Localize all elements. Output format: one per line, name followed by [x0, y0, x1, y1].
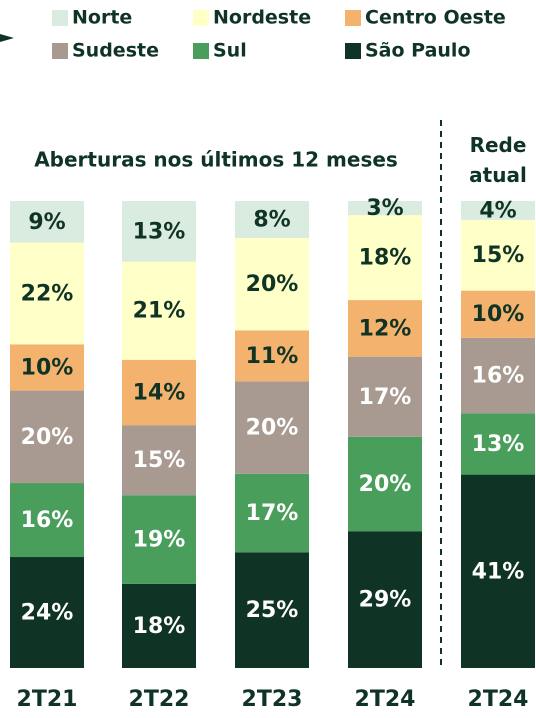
- value-label: 29%: [359, 588, 412, 613]
- value-label: 16%: [472, 364, 525, 389]
- bar-segment: [461, 337, 535, 414]
- annotation: Rede atual: [469, 133, 527, 187]
- value-label: 41%: [472, 559, 525, 584]
- value-label: 18%: [359, 246, 412, 271]
- bar-segment: [10, 557, 84, 668]
- x-tick-label: 2T22: [129, 687, 190, 712]
- bar-segment: [10, 242, 84, 345]
- bar-segment: [348, 201, 422, 216]
- value-label: 18%: [133, 614, 186, 639]
- bar-segment: [235, 330, 309, 382]
- x-tick-label: 2T21: [17, 687, 78, 712]
- value-label: 3%: [366, 196, 403, 221]
- legend-label: São Paulo: [365, 40, 471, 62]
- bar-segment: [10, 390, 84, 484]
- bar-segment: [10, 201, 84, 243]
- value-label: 13%: [472, 432, 525, 457]
- bar-segment: [348, 356, 422, 437]
- legend-label: Norte: [72, 7, 132, 29]
- bar-segment: [10, 483, 84, 558]
- value-label: 8%: [253, 207, 290, 232]
- bar-segment: [461, 201, 535, 220]
- legend-swatch: [345, 10, 361, 26]
- bar-segment: [10, 344, 84, 391]
- bar-segment: [348, 300, 422, 357]
- value-label: 20%: [21, 425, 74, 450]
- value-label: 25%: [246, 598, 299, 623]
- bar-segment: [122, 583, 196, 668]
- x-tick-label: 2T23: [242, 687, 303, 712]
- bar-segment: [122, 201, 196, 262]
- legend-label: Sul: [213, 40, 247, 62]
- legend-swatch: [193, 43, 209, 59]
- value-label: 4%: [479, 198, 516, 223]
- bar-segment: [348, 531, 422, 668]
- value-label: 16%: [21, 508, 74, 533]
- bar-segment: [235, 381, 309, 474]
- legend-swatch: [345, 43, 361, 59]
- bar-segment: [122, 495, 196, 584]
- legend-swatch: [52, 10, 68, 26]
- value-label: 12%: [359, 316, 412, 341]
- value-label: 13%: [133, 219, 186, 244]
- annotation: Aberturas nos últimos 12 meses: [34, 148, 398, 172]
- legend-swatch: [52, 43, 68, 59]
- value-label: 22%: [21, 281, 74, 306]
- value-label: 20%: [246, 416, 299, 441]
- bar-segment: [348, 215, 422, 301]
- value-label: 14%: [133, 380, 186, 405]
- value-label: 10%: [472, 302, 525, 327]
- bar-segment: [235, 237, 309, 331]
- value-label: 20%: [246, 272, 299, 297]
- bar-segment: [235, 201, 309, 238]
- bar-segment: [235, 552, 309, 668]
- bar-segment: [348, 436, 422, 532]
- bar-segment: [461, 413, 535, 475]
- value-label: 15%: [472, 243, 525, 268]
- legend-label: Sudeste: [72, 40, 159, 62]
- value-label: 19%: [133, 528, 186, 553]
- bar-segment: [122, 425, 196, 496]
- legend-label: Centro Oeste: [365, 7, 506, 29]
- bar-segment: [122, 261, 196, 360]
- value-label: 11%: [246, 344, 299, 369]
- bar-segment: [235, 473, 309, 553]
- value-label: 10%: [21, 355, 74, 380]
- value-label: 15%: [133, 448, 186, 473]
- bar-segment: [461, 290, 535, 338]
- value-label: 17%: [246, 501, 299, 526]
- bar-segment: [461, 474, 535, 668]
- legend-swatch: [193, 10, 209, 26]
- value-label: 9%: [28, 210, 65, 235]
- x-tick-label: 2T24: [355, 687, 416, 712]
- legend-label: Nordeste: [213, 7, 311, 29]
- value-label: 21%: [133, 299, 186, 324]
- bar-segment: [461, 219, 535, 291]
- value-label: 20%: [359, 472, 412, 497]
- x-tick-label: 2T24: [468, 687, 529, 712]
- value-label: 24%: [21, 601, 74, 626]
- arrow-icon: [0, 34, 14, 42]
- value-label: 17%: [359, 385, 412, 410]
- bar-segment: [122, 359, 196, 426]
